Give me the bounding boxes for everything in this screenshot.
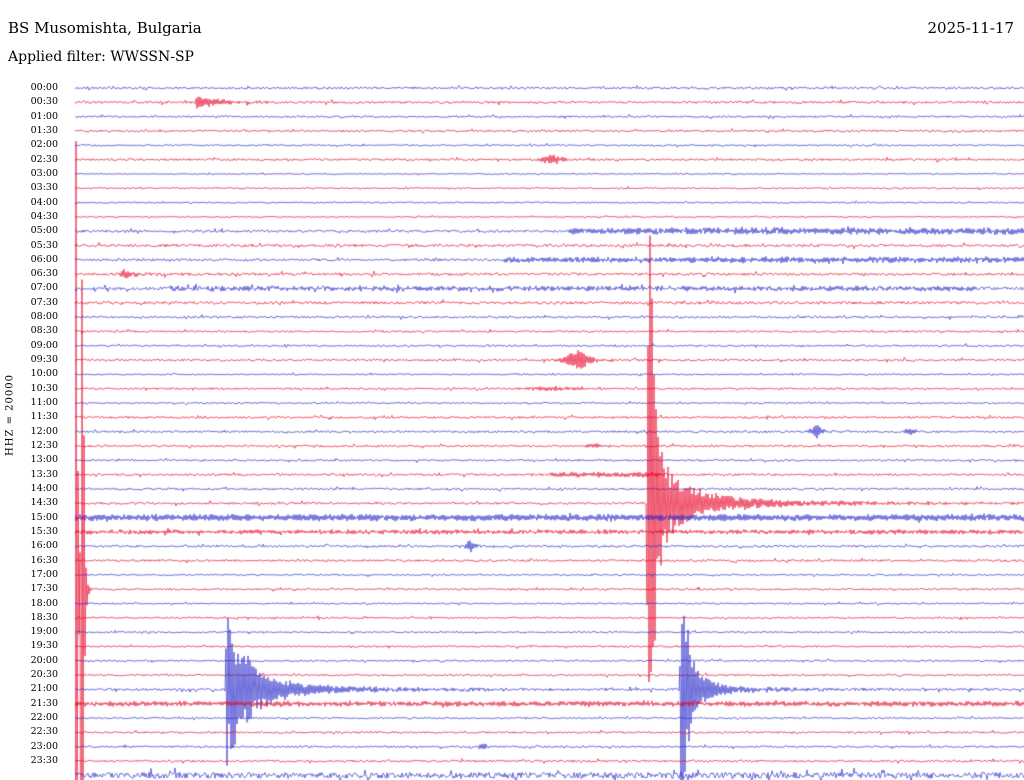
time-label-1700: 17:00	[30, 568, 58, 580]
time-label-1730: 17:30	[30, 583, 58, 595]
time-label-1830: 18:30	[30, 611, 58, 623]
time-label-0500: 05:00	[30, 225, 58, 237]
time-label-2300: 23:00	[30, 740, 58, 752]
time-label-0800: 08:00	[30, 311, 58, 323]
time-label-0400: 04:00	[30, 196, 58, 208]
time-label-1400: 14:00	[30, 482, 58, 494]
time-label-0200: 02:00	[30, 139, 58, 151]
time-label-0930: 09:30	[30, 354, 58, 366]
channel-scale-label: HHZ = 20000	[4, 374, 16, 456]
time-label-1930: 19:30	[30, 640, 58, 652]
time-label-0130: 01:30	[30, 124, 58, 136]
station-title: BS Musomishta, Bulgaria	[8, 19, 202, 37]
time-label-0100: 01:00	[30, 110, 58, 122]
time-label-0730: 07:30	[30, 296, 58, 308]
time-label-1500: 15:00	[30, 511, 58, 523]
time-label-1200: 12:00	[30, 425, 58, 437]
time-label-1300: 13:00	[30, 454, 58, 466]
time-label-0230: 02:30	[30, 153, 58, 165]
time-label-1900: 19:00	[30, 626, 58, 638]
time-label-1000: 10:00	[30, 368, 58, 380]
filter-label: Applied filter: WWSSN-SP	[8, 49, 194, 65]
time-label-1530: 15:30	[30, 525, 58, 537]
time-label-0530: 05:30	[30, 239, 58, 251]
time-label-2230: 22:30	[30, 726, 58, 738]
time-label-1630: 16:30	[30, 554, 58, 566]
time-label-2030: 20:30	[30, 669, 58, 681]
time-label-0600: 06:00	[30, 253, 58, 265]
time-label-0430: 04:30	[30, 210, 58, 222]
time-label-1230: 12:30	[30, 440, 58, 451]
time-label-2000: 20:00	[30, 654, 58, 666]
time-label-2130: 21:30	[30, 697, 58, 709]
time-label-0300: 03:00	[30, 167, 58, 179]
time-label-0830: 08:30	[30, 325, 58, 337]
time-label-0000: 00:00	[30, 82, 58, 93]
time-label-1100: 11:00	[30, 397, 58, 409]
time-label-1130: 11:30	[30, 411, 58, 423]
time-label-2100: 21:00	[30, 683, 58, 695]
time-label-0030: 00:30	[30, 96, 58, 108]
time-label-1800: 18:00	[30, 597, 58, 609]
time-label-0900: 09:00	[30, 339, 58, 351]
time-label-1600: 16:00	[30, 540, 58, 552]
time-label-1430: 14:30	[30, 497, 58, 509]
time-label-0630: 06:30	[30, 268, 58, 280]
time-label-2200: 22:00	[30, 712, 58, 724]
date-label: 2025-11-17	[927, 19, 1014, 37]
time-label-0330: 03:30	[30, 182, 58, 194]
time-label-2330: 23:30	[30, 755, 58, 767]
time-label-1330: 13:30	[30, 468, 58, 480]
time-label-1030: 10:30	[30, 382, 58, 394]
time-label-0700: 07:00	[30, 282, 58, 294]
